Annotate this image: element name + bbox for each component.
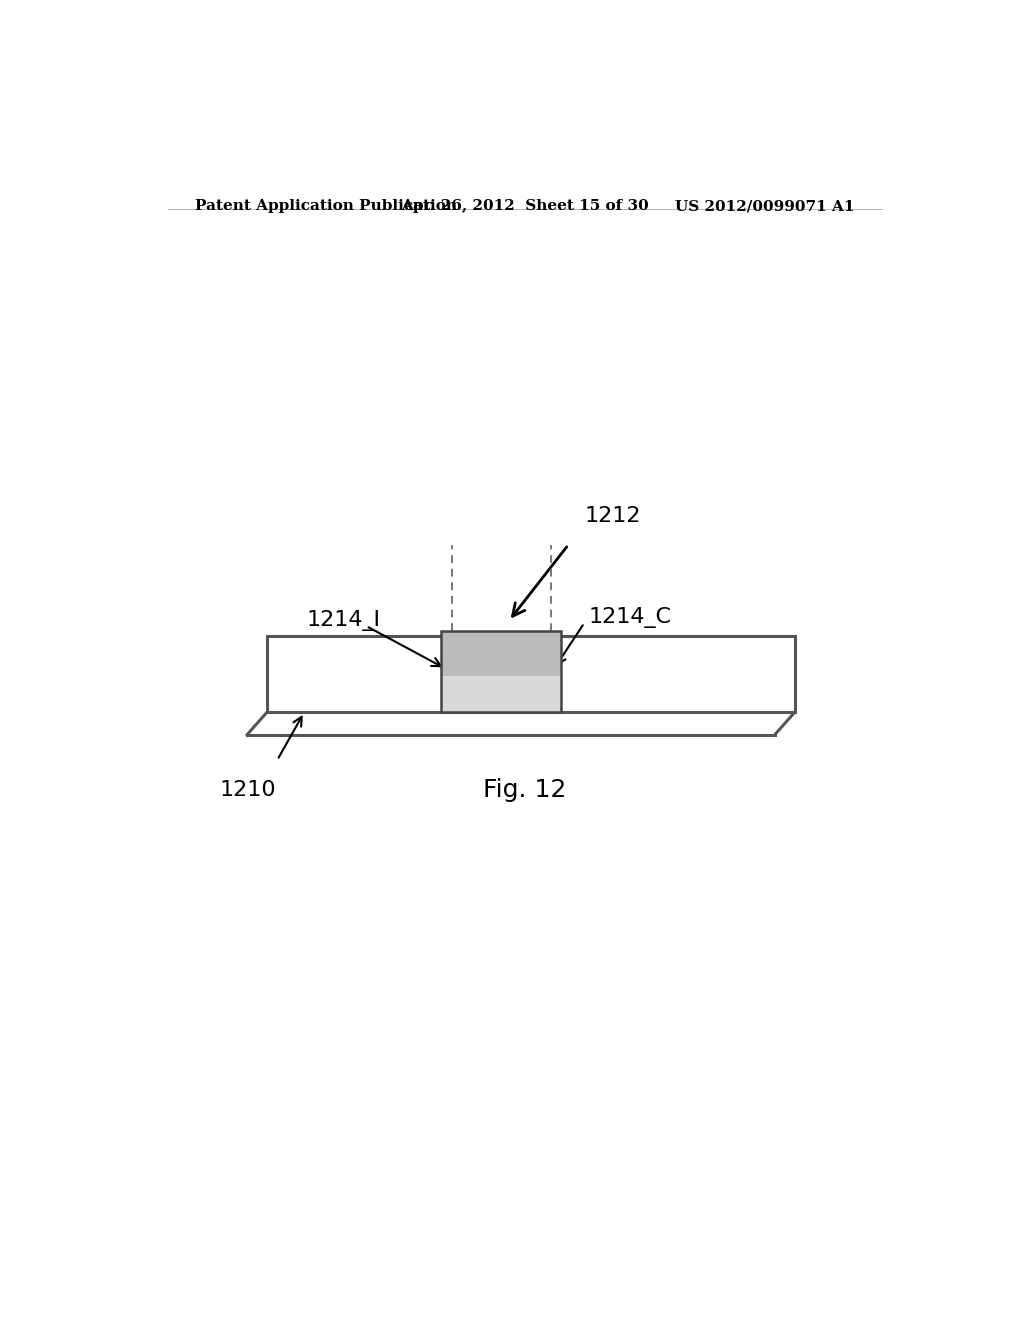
Bar	[441, 676, 560, 713]
Text: 1210: 1210	[219, 780, 275, 800]
Bar	[441, 631, 560, 676]
Text: 1214_I: 1214_I	[306, 610, 381, 631]
Text: Patent Application Publication: Patent Application Publication	[196, 199, 458, 213]
Bar	[267, 636, 795, 713]
Bar	[441, 631, 560, 713]
Text: Apr. 26, 2012  Sheet 15 of 30: Apr. 26, 2012 Sheet 15 of 30	[401, 199, 648, 213]
Text: US 2012/0099071 A1: US 2012/0099071 A1	[675, 199, 854, 213]
Text: 1212: 1212	[585, 507, 641, 527]
Bar	[441, 676, 560, 713]
Text: 1214_C: 1214_C	[588, 607, 672, 628]
Text: Fig. 12: Fig. 12	[483, 779, 566, 803]
